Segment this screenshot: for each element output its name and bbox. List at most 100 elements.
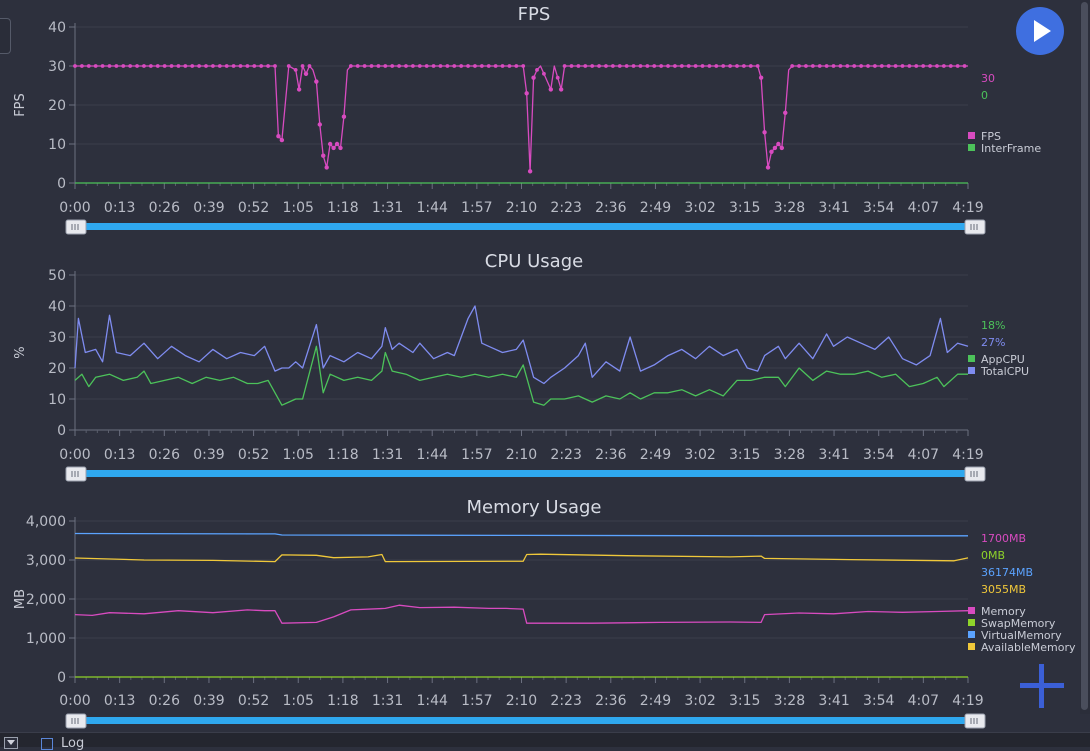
- y-tick-label: 30: [48, 59, 66, 75]
- data-point: [459, 64, 464, 68]
- series-line-totalcpu: [74, 305, 969, 385]
- data-point: [886, 64, 891, 68]
- x-tick-label: 2:36: [595, 693, 627, 709]
- x-tick-label: 2:49: [640, 200, 671, 216]
- data-point: [948, 64, 953, 68]
- data-point: [590, 64, 595, 68]
- grip-handle-icon: [964, 713, 986, 729]
- data-point: [928, 64, 932, 68]
- vertical-scrollbar[interactable]: [1080, 0, 1090, 714]
- x-tick-label: 3:54: [863, 693, 895, 709]
- range-slider-right-handle[interactable]: [964, 466, 986, 482]
- y-axis-label: FPS: [13, 93, 28, 117]
- legend-swatch: [968, 355, 975, 362]
- data-point: [638, 64, 643, 68]
- current-value: 30: [981, 72, 995, 85]
- data-point: [779, 145, 785, 151]
- data-point: [755, 64, 760, 68]
- x-tick-label: 3:28: [774, 200, 805, 216]
- legend-swatch: [968, 643, 975, 650]
- legend-swatch: [968, 367, 975, 374]
- range-slider-track[interactable]: [78, 470, 972, 477]
- x-tick-label: 2:23: [550, 693, 581, 709]
- data-point: [531, 75, 536, 80]
- add-chart-button[interactable]: [1020, 664, 1064, 708]
- data-point: [569, 64, 574, 68]
- x-tick-label: 1:57: [461, 447, 492, 463]
- x-tick-label: 1:05: [283, 693, 314, 709]
- range-slider-track[interactable]: [78, 223, 972, 230]
- data-point: [866, 64, 870, 68]
- data-point: [769, 149, 774, 154]
- data-point: [383, 64, 388, 68]
- data-point: [735, 64, 739, 68]
- x-tick-label: 2:49: [640, 693, 671, 709]
- current-value: 27%: [981, 336, 1005, 349]
- scrollbar-thumb[interactable]: [1081, 2, 1088, 710]
- x-tick-label: 0:39: [193, 200, 224, 216]
- data-point: [900, 64, 905, 68]
- y-tick-label: 4,000: [26, 514, 66, 530]
- data-point: [276, 134, 281, 139]
- data-point: [231, 64, 236, 68]
- data-point: [935, 64, 939, 68]
- range-slider-right-handle[interactable]: [964, 713, 986, 729]
- x-tick-label: 2:10: [506, 447, 537, 463]
- data-point: [410, 64, 415, 68]
- data-point: [776, 141, 781, 147]
- x-tick-label: 4:07: [908, 447, 939, 463]
- chart-title: FPS: [518, 4, 551, 25]
- data-point: [804, 64, 808, 68]
- data-point: [714, 64, 719, 68]
- data-point: [790, 64, 795, 68]
- data-point: [79, 64, 84, 68]
- data-point: [838, 64, 843, 68]
- range-slider-left-handle[interactable]: [65, 466, 87, 482]
- data-point: [659, 64, 664, 68]
- legend-item: VirtualMemory: [981, 629, 1062, 642]
- data-point: [824, 64, 829, 68]
- log-checkbox[interactable]: [41, 738, 53, 750]
- side-panel-tab[interactable]: [0, 18, 11, 54]
- data-point: [245, 64, 250, 68]
- data-point: [859, 64, 864, 68]
- current-value: 0MB: [981, 549, 1005, 562]
- range-slider-right-handle[interactable]: [964, 219, 986, 235]
- data-point: [176, 64, 181, 68]
- data-point: [817, 64, 822, 68]
- dropdown-button[interactable]: [4, 737, 18, 749]
- x-tick-label: 1:05: [283, 447, 314, 463]
- data-point: [424, 64, 429, 68]
- play-button[interactable]: [1016, 7, 1064, 55]
- data-point: [548, 87, 554, 92]
- current-value: 18%: [981, 319, 1005, 332]
- data-point: [100, 64, 105, 68]
- data-point: [527, 169, 533, 174]
- legend-swatch: [968, 144, 975, 151]
- y-tick-label: 10: [48, 137, 66, 153]
- data-point: [86, 64, 91, 68]
- range-slider-left-handle[interactable]: [65, 713, 87, 729]
- data-point: [362, 64, 367, 68]
- x-tick-label: 1:18: [327, 693, 358, 709]
- data-point: [741, 64, 746, 68]
- y-axis-label: %: [13, 346, 28, 358]
- x-tick-label: 0:39: [193, 693, 224, 709]
- legend-item: InterFrame: [981, 142, 1041, 155]
- range-slider-track[interactable]: [78, 717, 972, 724]
- range-slider-left-handle[interactable]: [65, 219, 87, 235]
- series-line-memory: [74, 604, 969, 624]
- data-point: [555, 75, 560, 80]
- x-tick-label: 0:26: [149, 693, 181, 709]
- data-point: [765, 165, 771, 170]
- data-point: [259, 64, 264, 68]
- data-point: [893, 64, 898, 68]
- data-point: [303, 71, 309, 77]
- x-tick-label: 3:15: [729, 447, 760, 463]
- data-point: [562, 64, 567, 68]
- data-point: [610, 64, 615, 68]
- data-point: [293, 68, 298, 72]
- x-tick-label: 2:10: [506, 693, 537, 709]
- data-point: [183, 64, 188, 68]
- x-tick-label: 2:10: [506, 200, 537, 216]
